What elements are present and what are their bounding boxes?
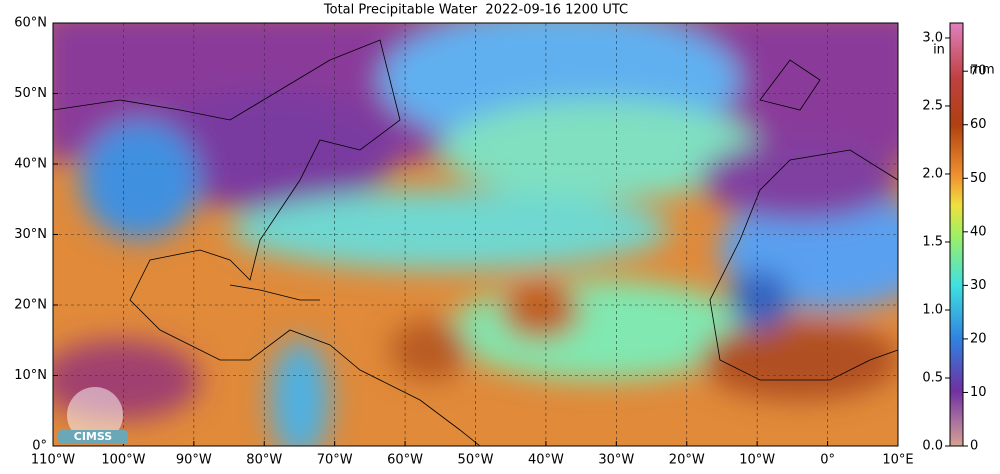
mm-tick-label: 70 xyxy=(970,64,987,79)
lat-label: 40°N xyxy=(14,157,47,172)
logo-text: CIMSS xyxy=(74,430,113,443)
lon-label: 40°W xyxy=(528,453,564,468)
map-frame xyxy=(52,22,899,447)
lat-label: 20°N xyxy=(14,298,47,313)
in-tick-label: 2.5 xyxy=(922,98,943,113)
lon-label: 10°W xyxy=(739,453,775,468)
lon-label: 60°W xyxy=(387,453,423,468)
tpw-field xyxy=(53,23,898,446)
in-tick-label: 0.0 xyxy=(922,439,943,454)
lon-label: 80°W xyxy=(246,453,282,468)
lat-label: 50°N xyxy=(14,86,47,101)
lat-label: 0° xyxy=(32,439,47,454)
in-tick-label: 0.5 xyxy=(922,370,943,385)
coastlines xyxy=(53,39,898,446)
lon-label: 20°W xyxy=(669,453,705,468)
lon-label: 70°W xyxy=(317,453,353,468)
lon-label: 90°W xyxy=(176,453,212,468)
lon-label: 0° xyxy=(820,453,835,468)
mm-tick-label: 60 xyxy=(970,117,987,132)
title: Total Precipitable Water 2022-09-16 1200… xyxy=(323,3,628,18)
colorbar-mm-unit: mm xyxy=(969,63,994,78)
logo: CIMSS xyxy=(58,387,128,444)
lat-label: 30°N xyxy=(14,227,47,242)
mm-tick-label: 40 xyxy=(970,224,987,239)
mm-tick-label: 10 xyxy=(970,385,987,400)
in-tick-label: 3.0 xyxy=(922,30,943,45)
colorbar xyxy=(949,22,964,447)
lon-label: 100°W xyxy=(101,453,145,468)
lat-label: 10°N xyxy=(14,368,47,383)
mm-tick-label: 20 xyxy=(970,331,987,346)
mm-tick-label: 0 xyxy=(970,439,978,454)
mm-tick-label: 50 xyxy=(970,171,987,186)
mm-tick-label: 30 xyxy=(970,278,987,293)
lon-label: 110°W xyxy=(31,453,75,468)
colorbar-in-unit: in xyxy=(933,43,945,58)
in-tick-label: 1.5 xyxy=(922,234,943,249)
lon-label: 50°W xyxy=(458,453,494,468)
lat-label: 60°N xyxy=(14,16,47,31)
graticule xyxy=(52,22,899,447)
in-tick-label: 1.0 xyxy=(922,302,943,317)
in-tick-label: 2.0 xyxy=(922,166,943,181)
lon-label: 30°W xyxy=(598,453,634,468)
lon-label: 10°E xyxy=(882,453,913,468)
